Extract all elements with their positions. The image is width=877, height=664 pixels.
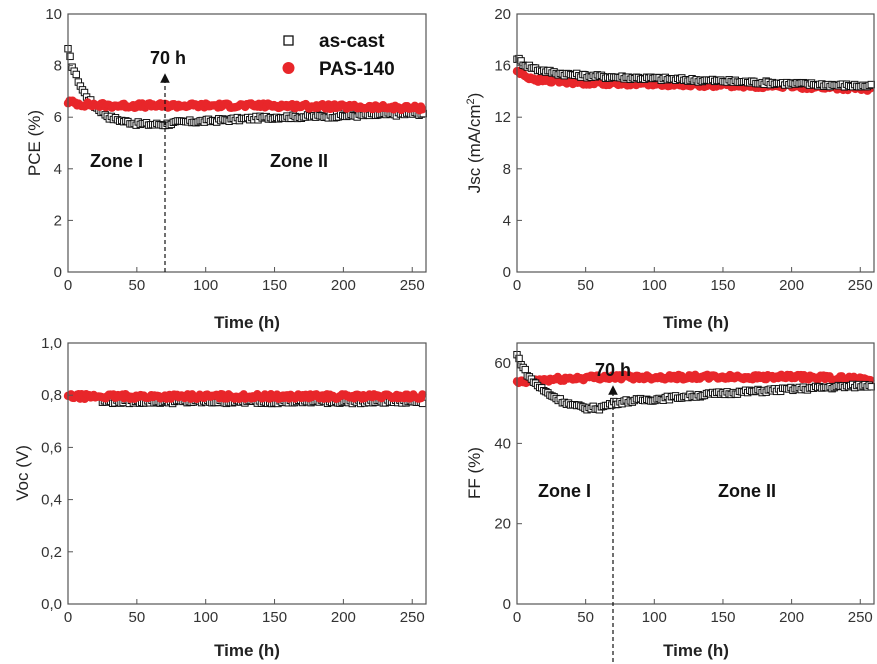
pce-xtick-label: 100 (193, 277, 218, 294)
voc-xtick-label: 50 (129, 609, 146, 626)
voc-ytick-label: 0,0 (41, 596, 62, 613)
ff-axis-ticks: 0 50 100 150 200 250 0 20 40 60 (494, 355, 872, 626)
ff-xlabel: Time (h) (663, 641, 729, 660)
voc-ytick-label: 0,4 (41, 492, 62, 509)
ff-xtick-label: 50 (577, 609, 594, 626)
ff-ytick-label: 40 (494, 435, 511, 452)
ff-zone-2-label: Zone II (718, 481, 776, 501)
pce-xlabel: Time (h) (214, 313, 280, 332)
pce-ytick-label: 0 (54, 264, 62, 281)
pce-xtick-label: 150 (262, 277, 287, 294)
pce-as-cast-series (64, 45, 427, 130)
jsc-ytick-label: 4 (503, 212, 511, 229)
pce-axis-ticks: 0 50 100 150 200 250 0 2 4 6 8 10 (45, 6, 424, 294)
pce-ytick-label: 10 (45, 6, 62, 23)
jsc-ylabel-sup: 2 (465, 98, 477, 104)
ff-as-cast-point (521, 365, 529, 374)
ff-xtick-label: 0 (513, 609, 521, 626)
ff-as-cast-series (513, 350, 875, 414)
voc-xtick-label: 0 (64, 609, 72, 626)
jsc-xlabel: Time (h) (663, 313, 729, 332)
voc-xtick-label: 250 (400, 609, 425, 626)
pce-zone-2-label: Zone II (270, 151, 328, 171)
pce-zone-1-label: Zone I (90, 151, 143, 171)
jsc-xtick-label: 100 (642, 277, 667, 294)
jsc-xtick-label: 200 (779, 277, 804, 294)
jsc-plot-frame (516, 13, 875, 273)
voc-ylabel: Voc (V) (13, 445, 32, 501)
voc-xtick-label: 100 (193, 609, 218, 626)
voc-axis-ticks: 0 50 100 150 200 250 0,0 0,2 0,4 0,6 0,8 1,0 (41, 335, 425, 626)
legend: as-cast PAS-140 (282, 31, 395, 80)
jsc-axis-ticks: 0 50 100 150 200 250 0 4 8 12 16 20 (494, 6, 872, 294)
voc-xtick-label: 200 (331, 609, 356, 626)
pce-pas-140-point (418, 105, 427, 114)
voc-ytick-label: 1,0 (41, 335, 62, 352)
jsc-panel: 0 50 100 150 200 250 0 4 8 12 16 20 Time (h) Jsc (m… (465, 6, 875, 332)
legend-as-cast-marker (283, 35, 294, 46)
ff-panel: 0 50 100 150 200 250 0 20 40 60 70 h Zone I Zone … (465, 342, 875, 662)
pce-ytick-label: 6 (54, 109, 62, 126)
pce-xtick-label: 50 (129, 277, 146, 294)
jsc-ytick-label: 16 (494, 58, 511, 75)
voc-panel: 0 50 100 150 200 250 0,0 0,2 0,4 0,6 0,8 1,0 Time (… (13, 335, 427, 660)
pce-ylabel: PCE (%) (25, 110, 44, 176)
jsc-xtick-label: 150 (710, 277, 735, 294)
jsc-ylabel-end: ) (465, 93, 484, 99)
pce-panel: 0 50 100 150 200 250 0 2 4 6 8 10 70 h Zone I Zone … (25, 6, 427, 332)
jsc-ytick-label: 8 (503, 161, 511, 178)
ff-xtick-label: 250 (848, 609, 873, 626)
ff-xtick-label: 100 (642, 609, 667, 626)
pce-ytick-label: 8 (54, 58, 62, 75)
ff-ytick-label: 0 (503, 596, 511, 613)
pce-as-cast-point (66, 52, 74, 61)
voc-ytick-label: 0,6 (41, 439, 62, 456)
voc-plot-frame (67, 342, 427, 605)
voc-xtick-label: 150 (262, 609, 287, 626)
pce-as-cast-point (72, 70, 80, 79)
legend-pas-140-marker (282, 62, 295, 74)
pce-ytick-label: 2 (54, 212, 62, 229)
voc-xlabel: Time (h) (214, 641, 280, 660)
voc-ytick-label: 0,2 (41, 544, 62, 561)
jsc-xtick-label: 0 (513, 277, 521, 294)
pce-70h-label: 70 h (150, 48, 186, 68)
jsc-ytick-label: 20 (494, 6, 511, 23)
pce-plot-frame (67, 13, 427, 273)
legend-as-cast-label: as-cast (319, 31, 385, 52)
voc-ytick-label: 0,8 (41, 387, 62, 404)
ff-xtick-label: 150 (710, 609, 735, 626)
ff-plot-frame (516, 342, 875, 605)
pce-xtick-label: 200 (331, 277, 356, 294)
pce-pas-140-series (63, 96, 427, 115)
pce-ytick-label: 4 (54, 161, 62, 178)
legend-pas-140-label: PAS-140 (319, 59, 395, 80)
jsc-ytick-label: 12 (494, 109, 511, 126)
jsc-xtick-label: 50 (577, 277, 594, 294)
pce-xtick-label: 0 (64, 277, 72, 294)
ff-ytick-label: 60 (494, 355, 511, 372)
jsc-xtick-label: 250 (848, 277, 873, 294)
voc-pas-140-series (63, 389, 427, 404)
jsc-ytick-label: 0 (503, 264, 511, 281)
ff-ylabel: FF (%) (465, 447, 484, 499)
voc-pas-140-point (418, 390, 427, 399)
ff-ytick-label: 20 (494, 516, 511, 533)
jsc-as-cast-series (513, 54, 875, 91)
pce-xtick-label: 250 (400, 277, 425, 294)
ff-xtick-label: 200 (779, 609, 804, 626)
jsc-ylabel: Jsc (mA/cm2) (465, 93, 484, 194)
jsc-ylabel-main: Jsc (mA/cm (465, 105, 484, 194)
ff-70h-label: 70 h (595, 360, 631, 380)
ff-zone-1-label: Zone I (538, 481, 591, 501)
